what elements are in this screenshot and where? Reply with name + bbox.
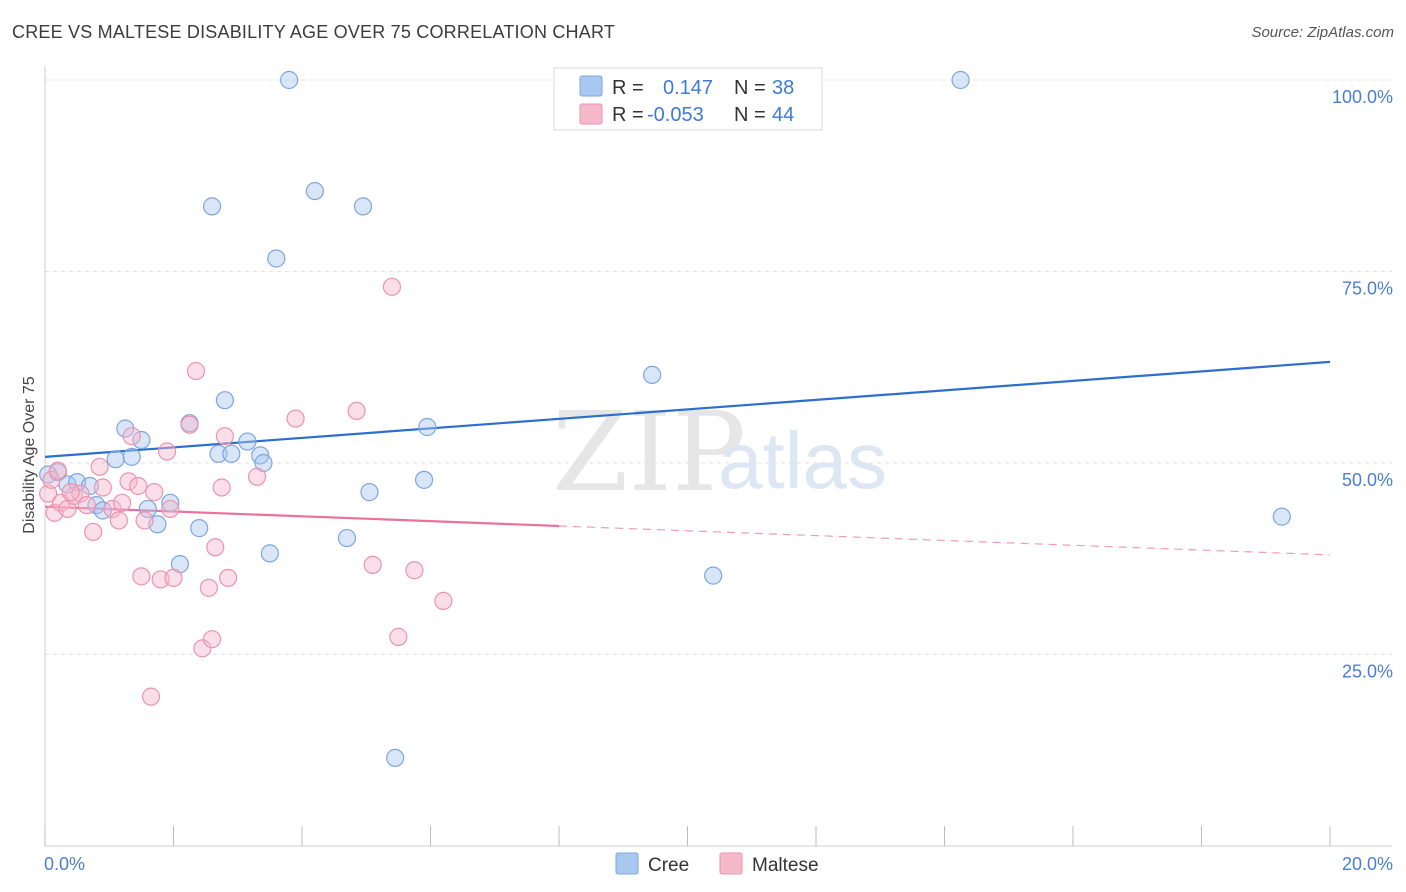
watermark-zip: ZIP [552, 388, 746, 516]
cree-point [190, 519, 209, 538]
maltese-point [48, 461, 67, 480]
maltese-point [145, 483, 164, 502]
cree-point [386, 748, 405, 768]
cree-point [337, 528, 357, 548]
legend-r-value-cree: 0.147 [663, 77, 713, 99]
cree-point [305, 181, 324, 201]
series-legend: Cree Maltese [615, 852, 819, 876]
maltese-point [247, 467, 267, 486]
bottom-legend-label-cree: Cree [648, 855, 689, 876]
maltese-point [109, 511, 128, 530]
maltese-point [180, 415, 199, 434]
maltese-point [202, 630, 222, 649]
cree-point [353, 197, 373, 216]
cree-point [360, 483, 379, 502]
bottom-legend-swatch-cree [615, 852, 639, 875]
y-tick-label: 25.0% [1342, 662, 1393, 682]
maltese-point [77, 496, 96, 515]
legend-n-label-cree: N = [734, 77, 766, 99]
legend-swatch-cree [579, 75, 603, 97]
maltese-point [164, 568, 183, 588]
bottom-legend-label-maltese: Maltese [752, 855, 819, 876]
y-axis-label: Disability Age Over 75 [21, 376, 38, 534]
maltese-point [135, 511, 154, 530]
maltese-point [93, 478, 112, 497]
maltese-point [219, 568, 238, 588]
maltese-point [42, 470, 61, 489]
cree-point [418, 417, 437, 437]
stats-legend: R = 0.147 N = 38 R = -0.053 N = 44 [553, 67, 823, 131]
cree-point [132, 430, 151, 450]
maltese-point [382, 277, 402, 296]
maltese-point [112, 493, 132, 512]
cree-point [260, 544, 279, 563]
maltese-point [199, 578, 218, 597]
trend-line-maltese [44, 505, 560, 528]
maltese-point [132, 567, 151, 586]
trend-line-cree [44, 360, 1331, 458]
legend-n-label-maltese: N = [734, 104, 766, 126]
maltese-point [286, 409, 305, 428]
data-points [39, 70, 1291, 768]
bottom-legend-swatch-maltese [719, 852, 743, 875]
cree-point [951, 70, 970, 90]
maltese-point [193, 639, 212, 658]
y-tick-label: 75.0% [1342, 279, 1393, 299]
y-tick-label: 50.0% [1342, 470, 1393, 490]
cree-point [138, 499, 157, 519]
cree-point [280, 70, 299, 90]
maltese-point [215, 427, 234, 446]
trend-line-maltese-dashed [558, 525, 1331, 556]
cree-point [238, 432, 257, 451]
cree-point [704, 566, 723, 585]
cree-point [643, 365, 662, 385]
x-tick-label: 0.0% [44, 854, 85, 874]
cree-point [215, 391, 234, 410]
maltese-point [39, 484, 58, 503]
legend-r-value-maltese: -0.053 [647, 104, 704, 126]
cree-point [122, 447, 141, 466]
cree-point [106, 450, 125, 469]
maltese-point [84, 522, 103, 542]
x-tick-label: 20.0% [1342, 854, 1393, 874]
trend-lines [44, 360, 1331, 556]
maltese-point [61, 483, 80, 502]
maltese-point [90, 457, 109, 476]
cree-point [222, 444, 241, 463]
maltese-point [157, 442, 177, 461]
legend-swatch-maltese [579, 103, 603, 125]
maltese-point [161, 499, 180, 519]
maltese-point [103, 499, 122, 519]
chart-title: CREE VS MALTESE DISABILITY AGE OVER 75 C… [12, 22, 616, 42]
maltese-point [212, 478, 231, 497]
maltese-point [405, 561, 424, 580]
maltese-point [186, 361, 206, 381]
maltese-point [363, 555, 382, 574]
maltese-point [206, 538, 225, 557]
source-credit: Source: ZipAtlas.com [1251, 24, 1394, 41]
x-tick-labels: 0.0% 20.0% [44, 854, 1393, 874]
cree-point [209, 444, 228, 463]
maltese-point [434, 591, 453, 610]
y-tick-labels: 25.0% 50.0% 75.0% 100.0% [1332, 87, 1393, 682]
legend-r-label-maltese: R = [612, 104, 644, 126]
cree-point [1272, 507, 1291, 526]
maltese-point [119, 472, 138, 491]
maltese-point [122, 427, 141, 446]
legend-n-value-cree: 38 [772, 77, 794, 99]
maltese-point [129, 476, 148, 496]
cree-point [39, 465, 58, 484]
maltese-point [141, 687, 161, 706]
legend-r-label-cree: R = [612, 77, 644, 99]
maltese-point [347, 401, 366, 421]
cree-point [161, 493, 180, 512]
y-tick-label: 100.0% [1332, 87, 1393, 107]
watermark-atlas: atlas [718, 416, 887, 505]
cree-point [414, 470, 434, 489]
cree-point [267, 249, 286, 268]
cree-point [202, 197, 222, 216]
legend-n-value-maltese: 44 [772, 104, 794, 126]
maltese-point [389, 627, 408, 646]
